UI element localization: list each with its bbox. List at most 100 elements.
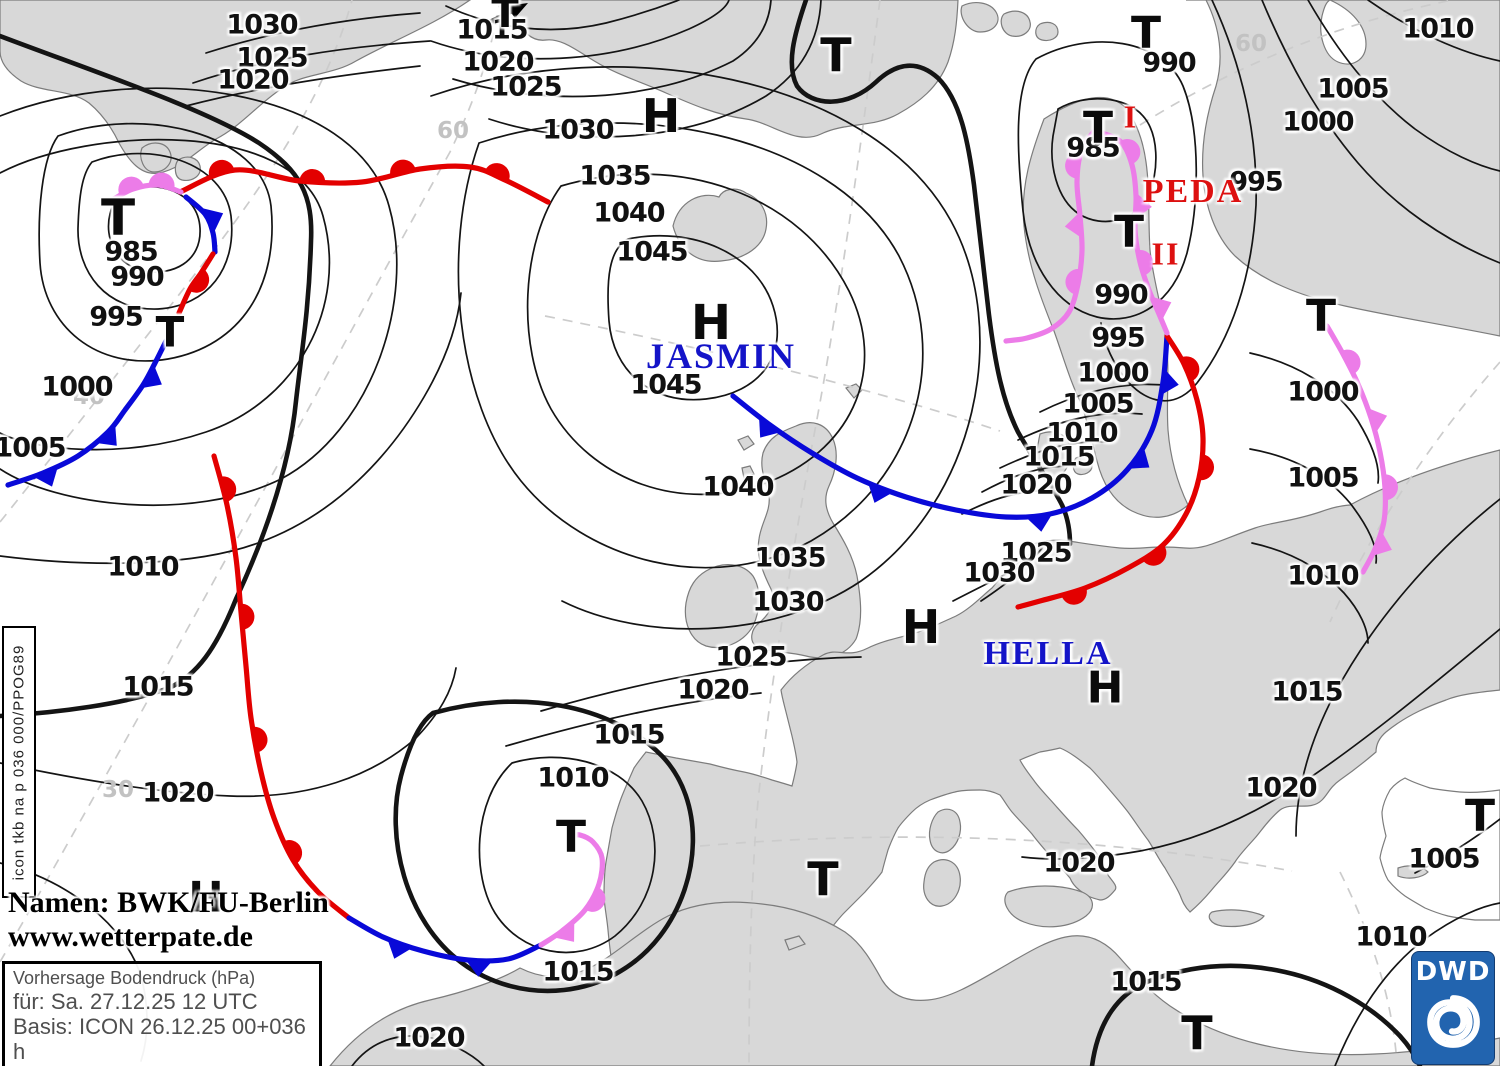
cold-front-symbol <box>1160 369 1179 396</box>
isobar <box>1261 0 1500 264</box>
warm-front-symbol <box>390 159 416 176</box>
isobar <box>1100 0 1258 402</box>
graticule-line <box>1139 0 1453 126</box>
website-url[interactable]: www.wetterpate.de <box>8 920 253 953</box>
land-area <box>741 465 755 479</box>
branding-block: Namen: BWK/FU-Berlin www.wetterpate.de <box>8 886 329 954</box>
cold-front-symbol <box>387 939 412 959</box>
occluded-front-symbol <box>1065 268 1081 295</box>
isobar <box>1089 963 1423 1066</box>
cold-front-symbol <box>203 208 224 232</box>
warm-front-symbol <box>299 169 326 183</box>
isobar <box>526 173 866 496</box>
occluded-front-symbol <box>1137 249 1154 276</box>
occluded-front-symbol <box>1367 408 1388 433</box>
isobar <box>1414 818 1500 874</box>
warm-front <box>211 453 352 921</box>
isobar <box>0 667 457 798</box>
land-area <box>1000 10 1031 37</box>
warm-front-symbol <box>188 269 210 293</box>
isobar <box>1051 97 1157 223</box>
low-motion-arrow-head <box>506 3 528 18</box>
land-area <box>1208 909 1265 928</box>
occluded-front <box>1003 128 1097 344</box>
isobar <box>980 540 1048 602</box>
land-area <box>140 142 172 173</box>
graticule-line <box>544 315 1001 432</box>
warm-front-symbol <box>1181 356 1200 382</box>
warm-front-symbol <box>240 603 255 630</box>
isobar <box>1295 498 1500 837</box>
isobar <box>952 565 1022 602</box>
cold-front-symbol <box>868 483 893 503</box>
warm-front <box>1015 333 1206 610</box>
names-credit-line: Namen: BWK/FU-Berlin <box>8 886 329 919</box>
dwd-logo: DWD <box>1411 951 1495 1065</box>
cold-front-symbol <box>465 960 492 977</box>
occluded-front-symbol <box>1151 296 1172 321</box>
isobar <box>961 489 1051 515</box>
isobar <box>505 692 762 747</box>
occluded-front-symbol <box>1121 138 1141 164</box>
isobar <box>0 292 462 565</box>
occluded-front <box>109 182 184 203</box>
isobar <box>1249 352 1380 484</box>
cold-front-symbol <box>1026 514 1053 532</box>
warm-front-symbol <box>252 726 268 753</box>
occluded-front-symbol <box>1135 193 1152 220</box>
cold-front-symbol <box>141 365 162 389</box>
isobar <box>0 33 314 719</box>
warm-front-symbol <box>219 476 237 502</box>
land-area <box>784 935 806 951</box>
isobar <box>981 465 1077 493</box>
isobar <box>351 1035 485 1066</box>
dwd-logo-text: DWD <box>1415 957 1491 987</box>
isobar <box>192 40 431 84</box>
isobar <box>0 138 331 451</box>
land-area <box>1035 21 1059 42</box>
isobar <box>205 12 421 54</box>
cold-front-symbol <box>96 425 117 446</box>
isobar <box>1021 628 1500 860</box>
occluded-front-symbol <box>1341 349 1361 375</box>
isobar <box>1039 383 1173 413</box>
occluded-front-symbol <box>148 172 175 188</box>
isobar <box>430 0 730 60</box>
sea-area <box>1379 777 1500 921</box>
cold-front <box>346 915 544 964</box>
occluded-front <box>538 832 605 948</box>
cold-front-symbol <box>33 466 58 487</box>
graticule-line <box>748 0 881 1066</box>
isobar <box>1251 542 1369 644</box>
land-area <box>737 435 755 451</box>
warm-front-symbol <box>1061 587 1087 605</box>
land-area <box>1397 865 1429 879</box>
graticule-line <box>699 836 1293 872</box>
warm-front-symbol <box>1142 545 1167 566</box>
sea-area <box>1320 0 1367 65</box>
occluded-front-symbol <box>1065 152 1080 179</box>
warm-front-symbol <box>1199 454 1215 481</box>
occluded-front-symbol <box>1064 212 1082 239</box>
land-area <box>174 156 201 181</box>
occluded-front-symbol <box>586 887 606 912</box>
isobar <box>478 756 656 954</box>
cyclone-spiral-icon <box>1427 995 1480 1048</box>
warm-front-symbol <box>484 163 510 182</box>
land-area <box>1004 885 1093 928</box>
graticule-line <box>0 0 501 963</box>
info-model-basis: Basis: ICON 26.12.25 00+036 h <box>13 1014 306 1064</box>
occluded-front-symbol <box>118 176 144 195</box>
occluded-front-symbol <box>1384 474 1398 501</box>
isobar <box>38 122 273 362</box>
land-area <box>684 564 760 648</box>
isobar <box>1017 412 1143 441</box>
warm-front-symbol <box>283 840 303 865</box>
isobar <box>1307 0 1500 172</box>
land-area <box>329 901 1500 1066</box>
isobar <box>445 0 680 31</box>
graticule-line <box>0 0 353 523</box>
info-copyright: © Deutscher Wetterdienst <box>13 1064 311 1066</box>
forecast-info-box: Vorhersage Bodendruck (hPa) für: Sa. 27.… <box>2 961 322 1066</box>
info-valid-time: für: Sa. 27.12.25 12 UTC <box>13 989 258 1014</box>
